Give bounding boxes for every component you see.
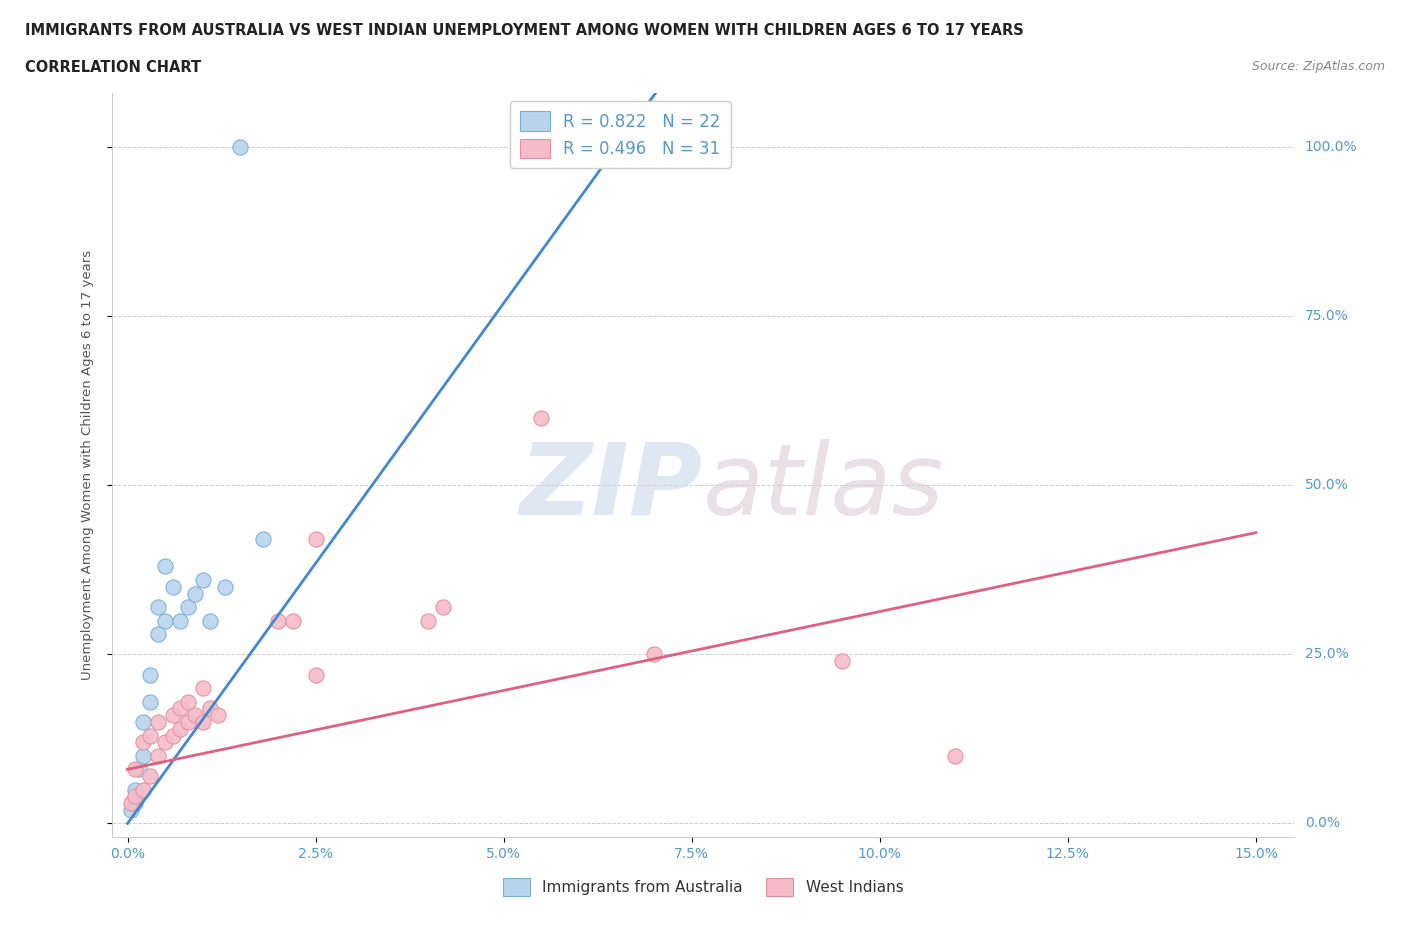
Point <box>124 789 146 804</box>
Point <box>200 613 222 628</box>
Point <box>177 600 200 615</box>
Point <box>131 749 153 764</box>
Point <box>191 714 214 729</box>
Point <box>177 714 200 729</box>
Point <box>124 762 146 777</box>
Point <box>153 559 176 574</box>
Point <box>281 613 304 628</box>
Text: 50.0%: 50.0% <box>1305 478 1348 492</box>
Point <box>831 654 853 669</box>
Text: 100.0%: 100.0% <box>1305 140 1357 154</box>
Point <box>139 728 162 743</box>
Text: 75.0%: 75.0% <box>1305 309 1348 324</box>
Text: IMMIGRANTS FROM AUSTRALIA VS WEST INDIAN UNEMPLOYMENT AMONG WOMEN WITH CHILDREN : IMMIGRANTS FROM AUSTRALIA VS WEST INDIAN… <box>25 23 1024 38</box>
Point <box>191 573 214 588</box>
Point <box>252 532 274 547</box>
Point <box>214 579 236 594</box>
Point <box>162 579 184 594</box>
Point <box>200 701 222 716</box>
Point <box>169 701 191 716</box>
Point <box>162 708 184 723</box>
Point <box>139 769 162 784</box>
Point <box>131 782 153 797</box>
Point <box>131 714 153 729</box>
Point <box>146 749 169 764</box>
Point <box>432 600 454 615</box>
Point <box>120 803 142 817</box>
Point <box>184 586 207 601</box>
Text: Source: ZipAtlas.com: Source: ZipAtlas.com <box>1251 60 1385 73</box>
Point <box>153 613 176 628</box>
Point <box>146 714 169 729</box>
Point <box>418 613 440 628</box>
Point <box>184 708 207 723</box>
Text: ZIP: ZIP <box>520 439 703 536</box>
Text: 0.0%: 0.0% <box>1305 817 1340 830</box>
Point <box>530 410 553 425</box>
Point <box>139 695 162 710</box>
Point <box>229 140 252 154</box>
Y-axis label: Unemployment Among Women with Children Ages 6 to 17 years: Unemployment Among Women with Children A… <box>82 250 94 680</box>
Point <box>267 613 290 628</box>
Legend: Immigrants from Australia, West Indians: Immigrants from Australia, West Indians <box>495 870 911 904</box>
Point <box>153 735 176 750</box>
Point <box>146 600 169 615</box>
Point <box>605 140 627 154</box>
Point <box>177 695 200 710</box>
Point <box>124 782 146 797</box>
Point <box>131 735 153 750</box>
Text: atlas: atlas <box>703 439 945 536</box>
Point <box>162 728 184 743</box>
Point <box>169 722 191 737</box>
Point <box>146 627 169 642</box>
Point <box>139 667 162 682</box>
Point <box>304 532 326 547</box>
Point <box>943 749 966 764</box>
Point <box>169 613 191 628</box>
Point <box>120 796 142 811</box>
Text: 25.0%: 25.0% <box>1305 647 1348 661</box>
Point <box>124 796 146 811</box>
Point <box>304 667 326 682</box>
Point <box>191 681 214 696</box>
Point <box>207 708 229 723</box>
Text: CORRELATION CHART: CORRELATION CHART <box>25 60 201 75</box>
Point <box>128 762 150 777</box>
Point <box>643 647 665 662</box>
